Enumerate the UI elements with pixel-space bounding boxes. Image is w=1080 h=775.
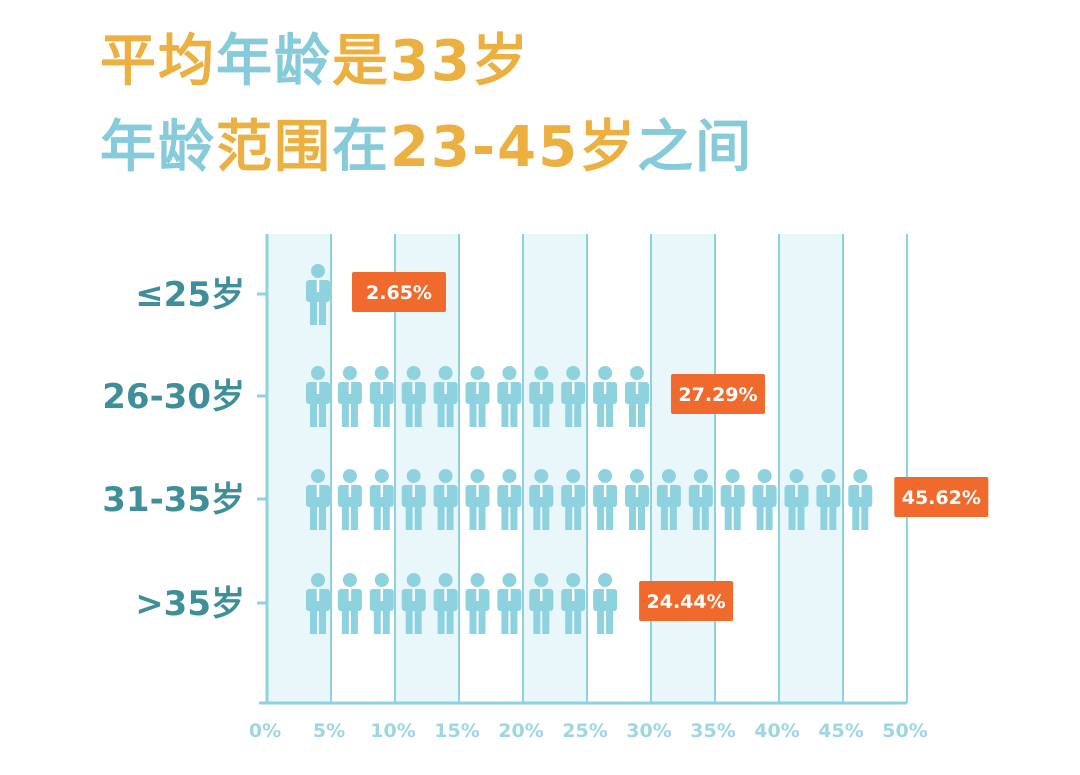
person-icon: [465, 573, 490, 634]
person-icon: [369, 366, 394, 427]
x-tick-label: 20%: [498, 720, 543, 742]
person-icon: [433, 573, 458, 634]
title-segment: 年龄: [216, 29, 332, 94]
person-icon: [561, 469, 586, 530]
value-label: 24.44%: [647, 591, 726, 613]
person-icon: [401, 366, 426, 427]
person-icon: [561, 366, 586, 427]
x-tick-label: 25%: [562, 720, 607, 742]
category-label: 26-30岁: [102, 377, 245, 417]
person-icon: [720, 469, 745, 530]
person-icon: [306, 366, 330, 427]
value-badge: [639, 581, 734, 621]
person-icon: [625, 469, 649, 530]
person-icon: [337, 366, 362, 427]
title-segment: 年龄: [100, 115, 216, 180]
x-tick-label: 10%: [370, 720, 415, 742]
x-tick-label: 50%: [882, 720, 927, 742]
person-icon: [497, 469, 522, 530]
value-badge: [671, 374, 765, 414]
value-label: 27.29%: [678, 384, 757, 406]
person-icon: [656, 469, 681, 530]
value-badge: [894, 477, 989, 517]
person-icon: [306, 264, 330, 325]
grid-band: [779, 234, 843, 703]
person-icon: [497, 573, 522, 634]
person-icon: [593, 469, 618, 530]
title-line-2: 年龄范围在23-45岁之间: [100, 120, 753, 176]
title-segment: 之间: [637, 115, 754, 180]
person-icon: [848, 469, 873, 530]
title-segment: 在: [332, 115, 390, 180]
x-tick-label: 35%: [690, 720, 735, 742]
person-icon: [401, 573, 426, 634]
person-icon: [433, 366, 458, 427]
title-segment: 33岁: [390, 29, 530, 94]
category-label: ≤25岁: [135, 275, 245, 315]
title-segment: 范围: [216, 115, 332, 180]
category-label: 31-35岁: [102, 480, 245, 520]
person-icon: [306, 573, 330, 634]
title-segment: 平均: [100, 29, 216, 94]
person-icon: [816, 469, 841, 530]
person-icon: [784, 469, 809, 530]
person-icon: [625, 366, 649, 427]
person-icon: [337, 573, 362, 634]
grid-band: [651, 234, 715, 703]
category-label: >35岁: [135, 584, 245, 624]
person-icon: [529, 469, 554, 530]
x-tick-label: 45%: [818, 720, 863, 742]
value-badge: [352, 272, 446, 312]
person-icon: [369, 469, 394, 530]
x-tick-label: 5%: [313, 720, 345, 742]
title-line-1: 平均年龄是33岁: [100, 34, 530, 90]
person-icon: [593, 573, 618, 634]
person-icon: [561, 573, 586, 634]
person-icon: [752, 469, 777, 530]
person-icon: [306, 469, 330, 530]
person-icon: [465, 469, 490, 530]
person-icon: [465, 366, 490, 427]
person-icon: [401, 469, 426, 530]
value-label: 45.62%: [902, 487, 981, 509]
person-icon: [369, 573, 394, 634]
person-icon: [337, 469, 362, 530]
x-tick-label: 40%: [754, 720, 799, 742]
person-icon: [529, 573, 554, 634]
value-label: 2.65%: [366, 282, 432, 304]
title-segment: 是: [332, 29, 390, 94]
person-icon: [497, 366, 522, 427]
person-icon: [688, 469, 713, 530]
person-icon: [433, 469, 458, 530]
x-tick-label: 0%: [249, 720, 281, 742]
x-tick-label: 15%: [434, 720, 479, 742]
person-icon: [529, 366, 554, 427]
person-icon: [593, 366, 618, 427]
x-tick-label: 30%: [626, 720, 671, 742]
title-segment: 23-45岁: [390, 115, 638, 180]
